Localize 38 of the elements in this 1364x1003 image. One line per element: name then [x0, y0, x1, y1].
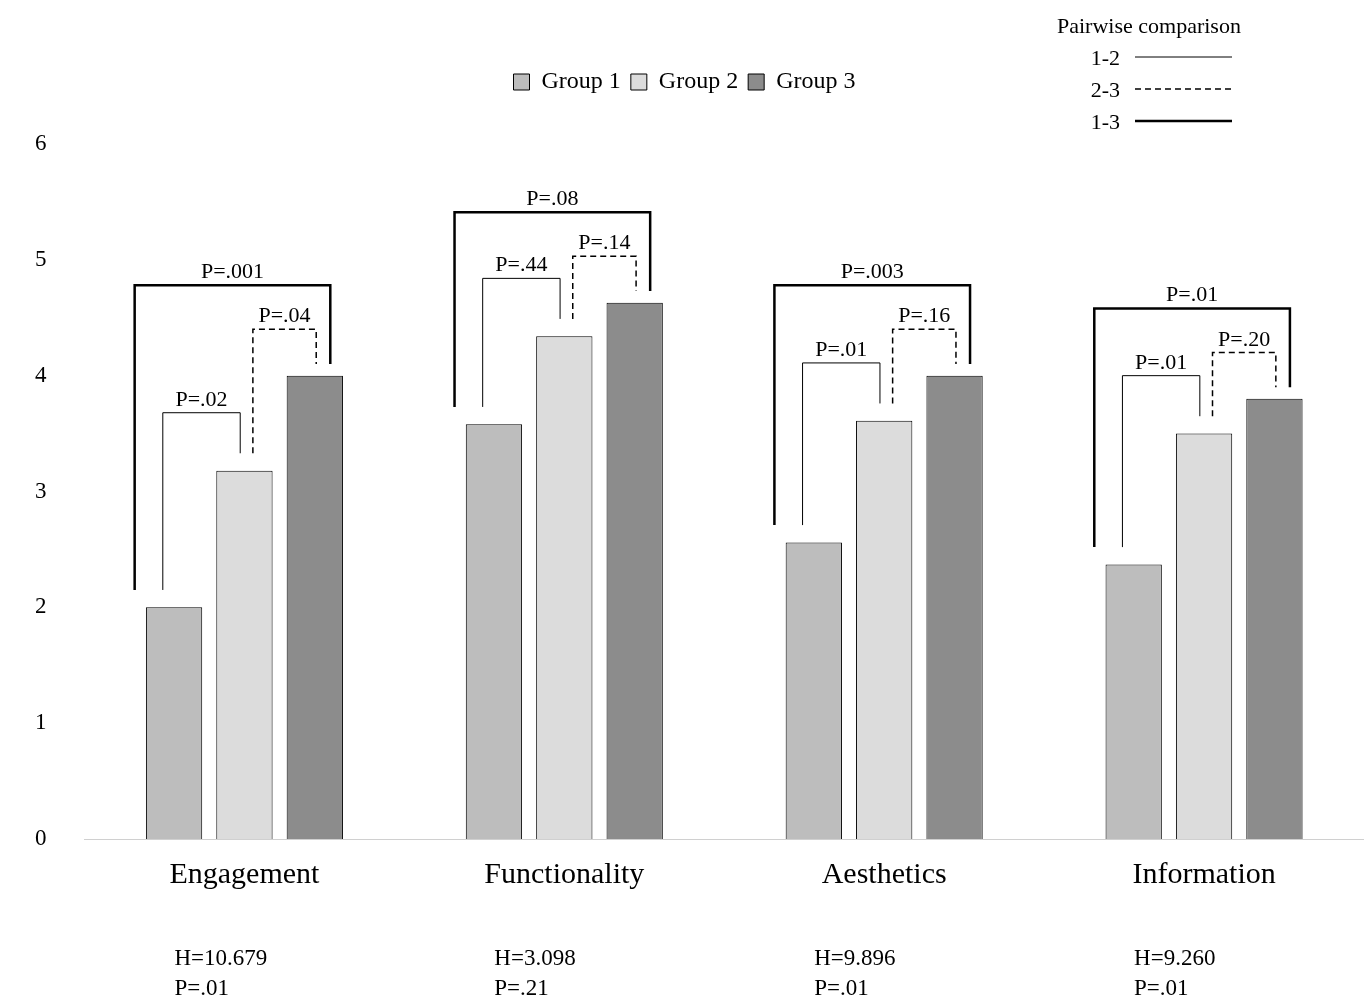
text: P=.01 — [174, 975, 229, 1000]
legend-label: Group 1 — [541, 67, 621, 94]
y-tick-label: 5 — [35, 245, 47, 271]
text: P=.01 — [1134, 975, 1189, 1000]
text: Pairwise comparison — [1057, 13, 1241, 38]
annotation: P=.20 — [1218, 325, 1271, 351]
legend-label: Group 2 — [658, 67, 739, 94]
y-tick-label: 6 — [35, 130, 47, 156]
y-tick-label: 0 — [35, 825, 47, 851]
text: H=10.679 — [174, 945, 268, 970]
legend-label: Group 3 — [776, 67, 856, 94]
y-tick-label: 3 — [35, 477, 47, 503]
x-tick-label: Engagement — [169, 855, 321, 889]
annotation: P=.08 — [526, 185, 579, 211]
annotation: P=.001 — [200, 258, 265, 284]
text: P=.01 — [814, 975, 869, 1000]
text: H=3.098 — [494, 945, 576, 970]
y-tick-label: 4 — [35, 361, 47, 387]
y-tick-label: 1 — [35, 709, 47, 735]
annotation: P=.16 — [898, 302, 951, 328]
annotation: P=.003 — [840, 258, 904, 284]
x-tick-label: Functionality — [484, 855, 645, 889]
x-tick-label: Aesthetics — [821, 855, 947, 889]
annotation: P=.01 — [1166, 281, 1219, 307]
annotation: P=.44 — [495, 251, 548, 277]
text: 1-2 — [1090, 45, 1120, 70]
text: 2-3 — [1090, 77, 1120, 102]
annotation: P=.01 — [1135, 348, 1188, 374]
annotation: P=.01 — [815, 335, 868, 361]
text: P=.21 — [494, 975, 549, 1000]
text: H=9.896 — [814, 945, 896, 970]
text: 1-3 — [1090, 109, 1120, 134]
annotation: P=.02 — [175, 385, 228, 411]
annotation: P=.14 — [578, 229, 631, 255]
y-tick-label: 2 — [35, 593, 47, 619]
x-tick-label: Information — [1132, 855, 1276, 889]
text: H=9.260 — [1134, 945, 1216, 970]
annotation: P=.04 — [258, 302, 311, 328]
